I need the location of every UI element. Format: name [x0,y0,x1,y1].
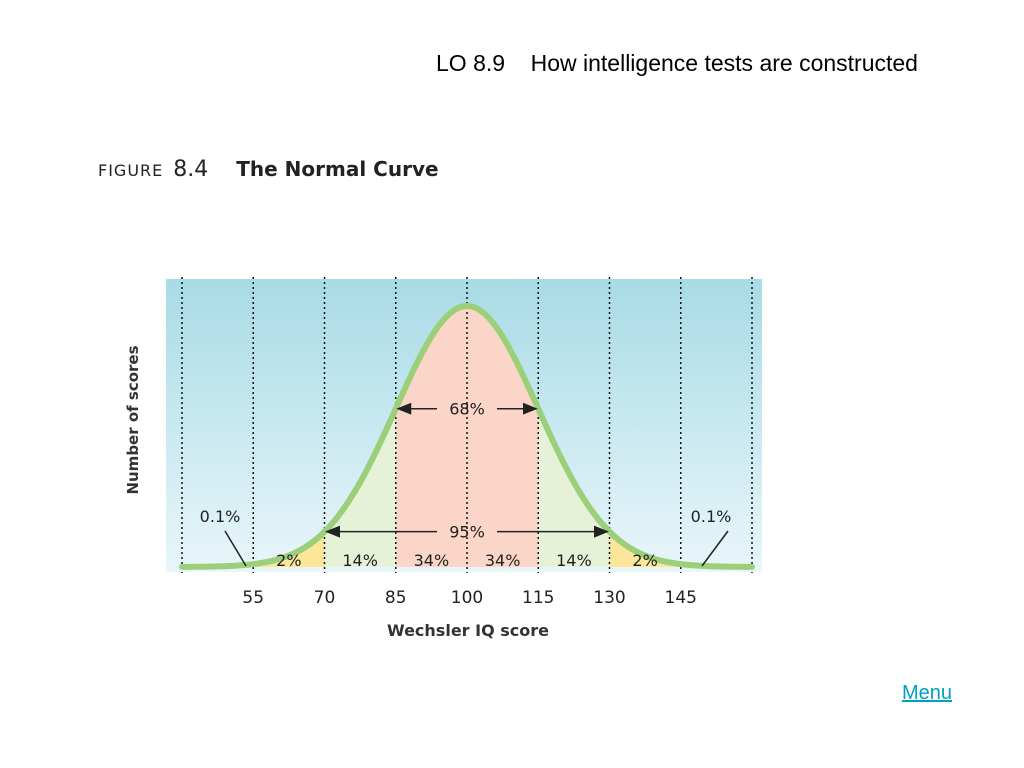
annotation-label-0: 68% [449,400,485,419]
slide-title: LO 8.9 How intelligence tests are constr… [436,50,918,76]
x-tick-label-3: 100 [451,588,483,608]
x-tick-label-5: 130 [593,588,625,608]
tail-pointer-1 [701,530,729,567]
band-6 [609,531,681,567]
band-label-5: 14% [556,551,592,570]
x-tick-label-1: 70 [314,588,336,608]
figure-title: The Normal Curve [236,157,439,181]
menu-link[interactable]: Menu [902,682,953,704]
tail-label-0: 0.1% [200,507,241,526]
band-label-2: 14% [342,551,378,570]
x-tick-label-0: 55 [242,588,264,608]
tail-pointer-0 [224,530,247,567]
y-axis-label: Number of scores [124,345,142,494]
normal-curve-line [179,303,755,570]
figure-number: 8.4 [173,157,209,182]
band-1 [253,531,325,567]
x-tick-label-4: 115 [522,588,554,608]
band-label-3: 34% [414,551,450,570]
x-tick-label-6: 145 [665,588,697,608]
figure-label: FIGURE [98,161,164,180]
band-label-4: 34% [485,551,521,570]
figure-caption: FIGURE 8.4 The Normal Curve [98,157,439,182]
annotation-label-1: 95% [449,523,485,542]
x-tick-label-2: 85 [385,588,407,608]
band-label-1: 2% [276,551,301,570]
x-axis-label: Wechsler IQ score [387,621,549,640]
band-label-6: 2% [632,551,657,570]
tail-label-1: 0.1% [691,507,732,526]
